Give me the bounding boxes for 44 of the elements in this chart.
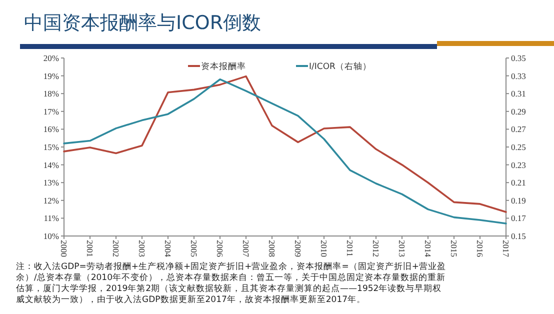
y-tick-label: 12%	[43, 195, 59, 206]
x-tick-label: 2010	[319, 240, 329, 257]
x-tick-label: 2012	[371, 240, 381, 257]
x-tick-label: 2004	[163, 240, 173, 258]
chart-title: 中国资本报酬率与ICOR倒数	[24, 11, 262, 36]
x-tick-label: 2011	[345, 240, 355, 257]
y2-tick-label: 0.29	[511, 106, 526, 116]
x-tick-label: 2000	[59, 240, 69, 257]
y-tick-label: 18%	[43, 88, 59, 99]
y2-tick-label: 0.21	[511, 178, 526, 188]
x-tick-label: 2003	[137, 240, 147, 257]
y2-tick-label: 0.23	[511, 160, 526, 170]
x-tick-label: 2009	[293, 240, 303, 257]
y-tick-label: 20%	[43, 53, 59, 63]
y2-tick-label: 0.17	[511, 213, 526, 224]
x-tick-label: 2007	[241, 240, 251, 257]
y-tick-label: 17%	[43, 106, 59, 116]
x-tick-label: 2013	[397, 240, 407, 257]
x-tick-label: 2015	[449, 240, 459, 257]
y-tick-label: 15%	[43, 142, 59, 152]
x-tick-label: 2001	[85, 240, 95, 257]
y-tick-label: 13%	[43, 178, 59, 188]
x-tick-label: 2017	[501, 240, 511, 257]
text: 注：收入法GDP=劳动者报酬+生产税净额+固定资产折旧+营业盈余，资本报酬率=（固定资产折旧+营业盈余）/总资本存量（2010年不变价），总资本存量数据来自：曾五一等，关于中国总固定资本存量数据的重新估算，厦门大学学报，2019年第2期（该文献数据较新，且其资本存量测算的起点——1952年读数与早期权威文献较为一致），由于收入法GDP数据更新至2017年，故资本报酬率更新至2017年。	[16, 262, 446, 306]
x-tick-label: 2005	[189, 240, 199, 257]
y2-tick-label: 0.19	[511, 195, 526, 206]
y2-tick-label: 0.35	[511, 53, 526, 63]
x-tick-label: 2008	[267, 240, 277, 257]
y-tick-label: 11%	[44, 213, 59, 224]
y2-tick-label: 0.33	[511, 70, 526, 81]
y-tick-label: 16%	[43, 124, 59, 134]
y2-tick-label: 0.25	[511, 142, 526, 152]
x-tick-label: 2006	[215, 240, 225, 257]
y-tick-label: 14%	[43, 160, 59, 170]
legend-label: 资本报酬率	[201, 61, 246, 72]
x-tick-label: 2002	[111, 240, 121, 257]
y2-tick-label: 0.31	[511, 88, 526, 99]
y2-tick-label: 0.27	[511, 124, 526, 134]
y2-tick-label: 0.15	[511, 231, 526, 241]
legend-label: I/ICOR（右轴）	[309, 61, 372, 72]
x-tick-label: 2016	[475, 240, 485, 257]
y-tick-label: 19%	[43, 70, 59, 81]
x-tick-label: 2014	[423, 240, 433, 258]
y-tick-label: 10%	[43, 231, 59, 241]
